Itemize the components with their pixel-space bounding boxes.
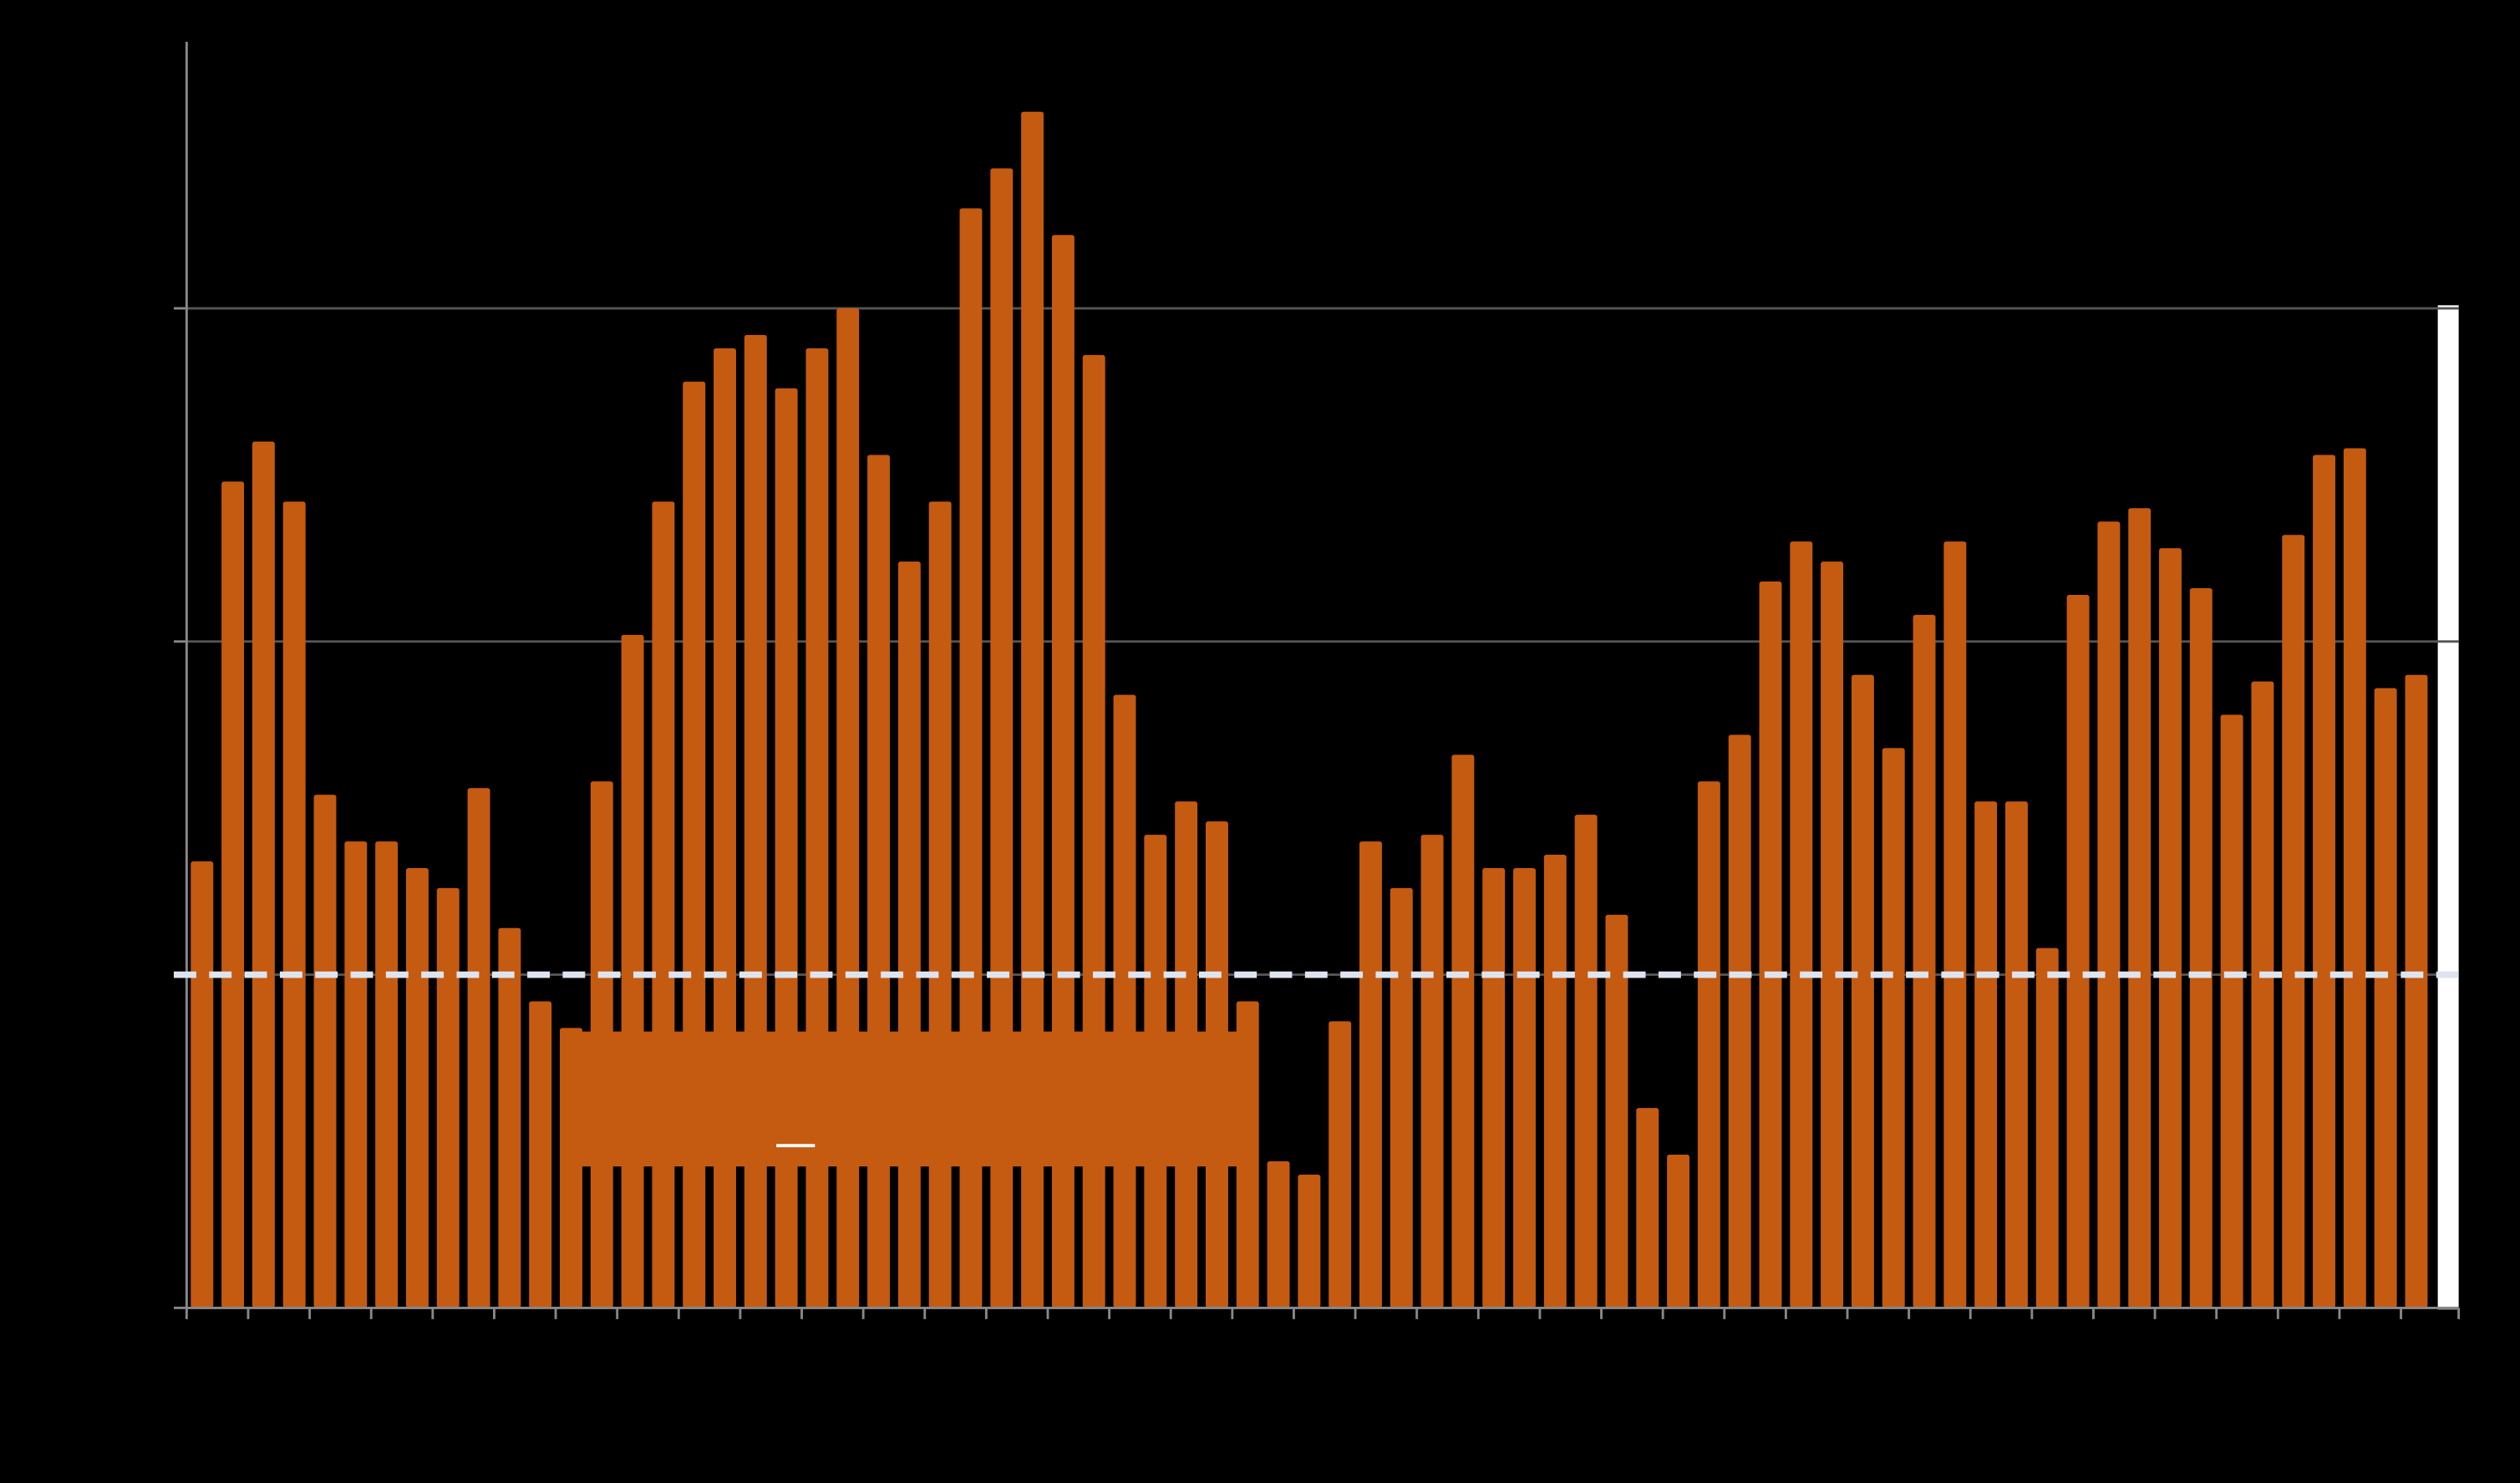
bar	[1697, 781, 1720, 1308]
bar	[897, 561, 921, 1308]
bar	[775, 388, 798, 1308]
bar	[2405, 674, 2428, 1308]
bar	[191, 861, 214, 1308]
bar	[282, 501, 306, 1308]
bar	[251, 441, 275, 1308]
bar	[1728, 734, 1751, 1308]
bar	[2313, 455, 2335, 1308]
bar	[928, 501, 952, 1308]
bar	[1267, 1160, 1290, 1308]
bar	[2220, 714, 2243, 1308]
bar	[1359, 841, 1382, 1308]
bar	[313, 795, 337, 1308]
bar	[221, 481, 245, 1308]
bar	[652, 501, 675, 1308]
bar	[2097, 521, 2121, 1308]
bar	[2035, 947, 2059, 1308]
bar	[1913, 614, 1936, 1308]
bar	[990, 168, 1014, 1308]
bar	[529, 1001, 552, 1308]
bar	[436, 887, 460, 1308]
bar	[375, 841, 399, 1308]
bar	[1513, 867, 1536, 1308]
bar	[1974, 801, 1998, 1308]
bar	[1667, 1154, 1690, 1308]
bar	[1021, 111, 1044, 1308]
bar	[2128, 508, 2152, 1308]
bar	[2374, 688, 2397, 1308]
right-panel	[2437, 305, 2459, 1310]
bar	[1821, 561, 1844, 1308]
bar	[1574, 815, 1598, 1308]
bar	[621, 634, 644, 1308]
bar	[1943, 541, 1967, 1308]
bar	[2066, 594, 2090, 1308]
bar	[2251, 681, 2274, 1308]
bar	[683, 381, 706, 1308]
bar	[1390, 887, 1413, 1308]
bar	[1329, 1021, 1352, 1308]
bar	[867, 455, 891, 1308]
y-tick-label: 1	[151, 961, 164, 986]
bar	[1543, 855, 1567, 1308]
y-tick-label: 0	[151, 1293, 164, 1318]
bar	[2343, 448, 2366, 1308]
bar	[2159, 548, 2182, 1308]
bar	[1851, 674, 1874, 1308]
y-tick-label: 2	[151, 627, 164, 653]
bar	[344, 841, 368, 1308]
bar	[1420, 835, 1444, 1308]
bar	[1298, 1174, 1321, 1308]
bar	[498, 927, 521, 1308]
bar	[405, 867, 429, 1308]
bar	[1482, 867, 1506, 1308]
legend-box	[561, 1031, 1259, 1167]
bar	[1759, 582, 1782, 1308]
bar	[2004, 801, 2028, 1308]
bar	[1451, 754, 1475, 1308]
bar	[1882, 748, 1905, 1308]
bar	[467, 788, 490, 1308]
bar	[2282, 535, 2305, 1308]
bar	[2189, 588, 2213, 1308]
bar	[1605, 914, 1628, 1308]
y-tick-label: 3	[151, 294, 164, 319]
bar	[1790, 541, 1813, 1308]
bar	[1113, 694, 1136, 1308]
bar	[1636, 1108, 1659, 1308]
